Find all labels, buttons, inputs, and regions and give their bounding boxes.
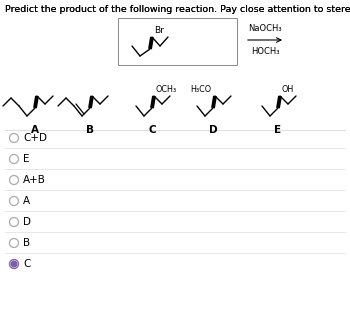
Text: OH: OH <box>282 85 294 94</box>
Circle shape <box>11 261 17 267</box>
Text: C+D: C+D <box>23 133 47 143</box>
Text: B: B <box>86 125 94 135</box>
Text: C: C <box>23 259 30 269</box>
Text: E: E <box>274 125 281 135</box>
Text: D: D <box>209 125 217 135</box>
Circle shape <box>9 217 19 226</box>
Circle shape <box>9 154 19 163</box>
Text: C: C <box>148 125 156 135</box>
Text: A+B: A+B <box>23 175 46 185</box>
Bar <box>118 18 237 65</box>
Text: A: A <box>23 196 30 206</box>
Text: B: B <box>23 238 30 248</box>
Circle shape <box>9 196 19 205</box>
Circle shape <box>9 259 19 268</box>
Text: HOCH₃: HOCH₃ <box>251 47 279 56</box>
Text: NaOCH₃: NaOCH₃ <box>248 24 282 33</box>
Circle shape <box>9 175 19 184</box>
Text: Br: Br <box>154 26 164 35</box>
Circle shape <box>9 133 19 142</box>
Circle shape <box>9 238 19 247</box>
Text: H₃CO: H₃CO <box>190 85 211 94</box>
Text: E: E <box>23 154 29 164</box>
Text: D: D <box>23 217 31 227</box>
Text: Predict the product of the following reaction. Pay close attention to stereochem: Predict the product of the following rea… <box>5 5 350 14</box>
Text: OCH₃: OCH₃ <box>156 85 177 94</box>
Text: Predict the product of the following reaction. Pay close attention to stereochem: Predict the product of the following rea… <box>5 5 350 14</box>
Text: A: A <box>31 125 39 135</box>
